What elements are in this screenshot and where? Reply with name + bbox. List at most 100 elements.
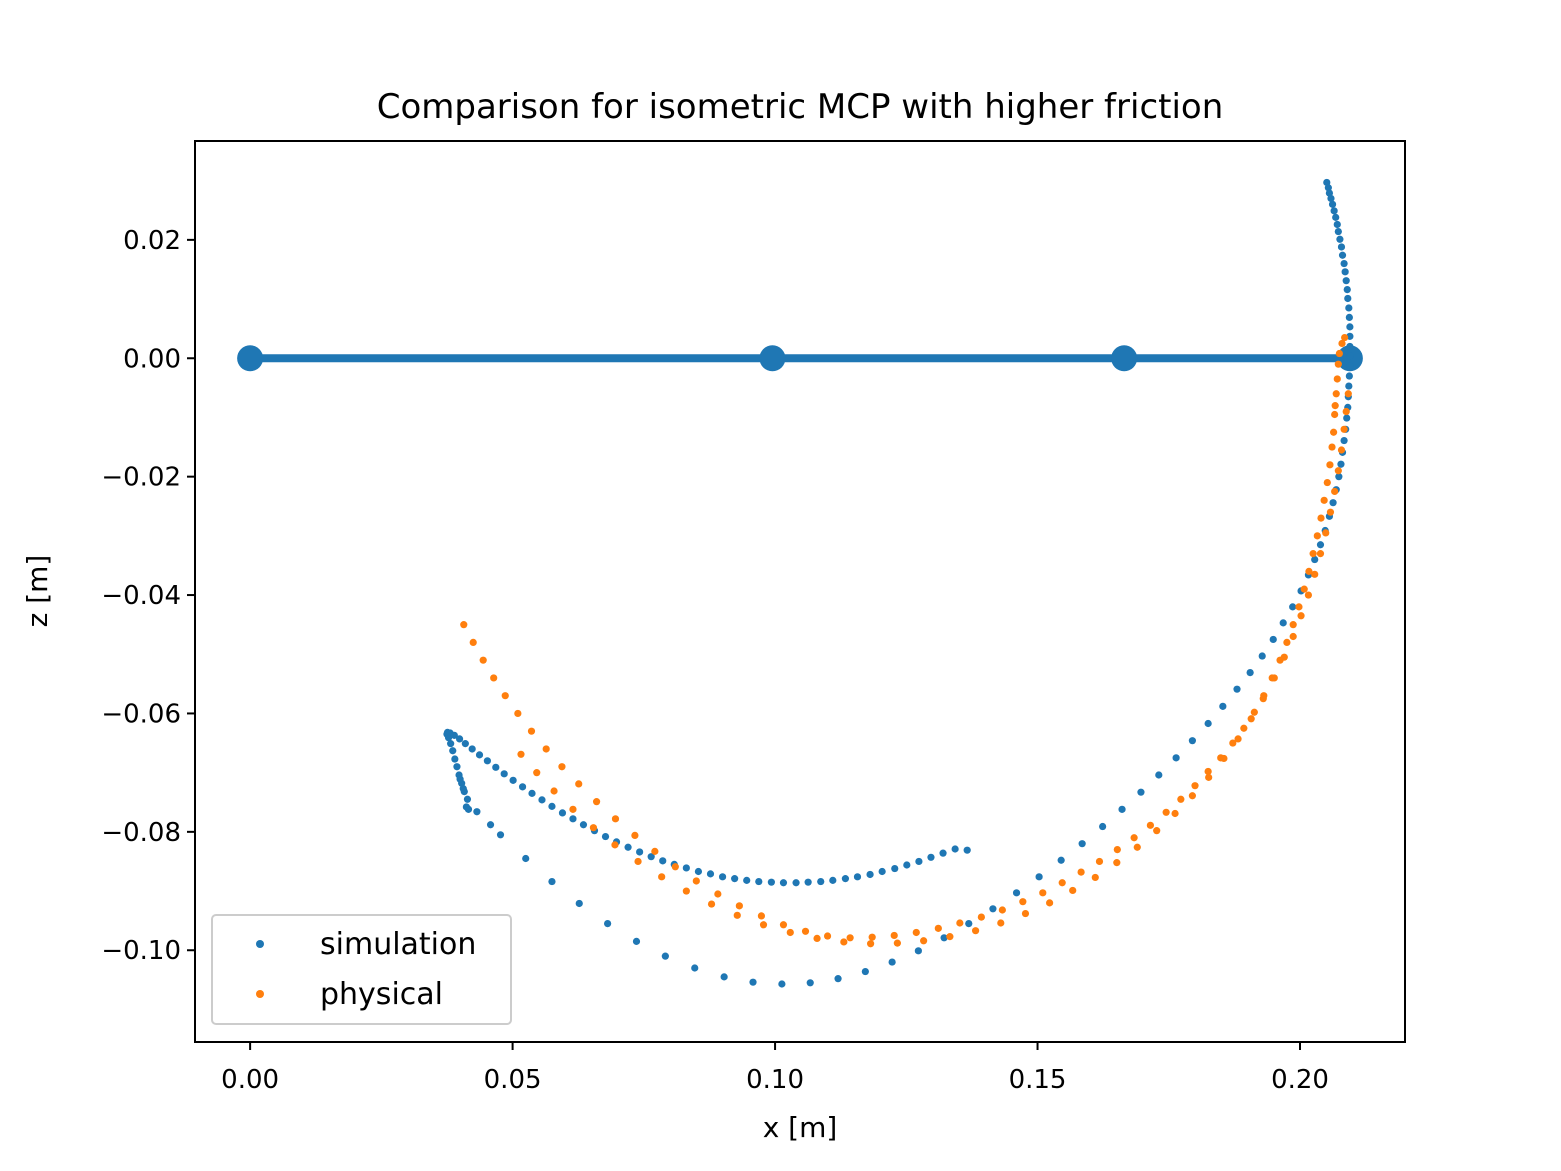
point-simulation-23 xyxy=(1346,362,1354,370)
point-physical-11 xyxy=(1323,478,1331,487)
point-physical-30 xyxy=(1177,795,1185,803)
y-tick-label-4: −0.06 xyxy=(101,699,181,729)
point-simulation-38 xyxy=(1316,541,1325,549)
point-physical-48 xyxy=(823,932,832,940)
point-simulation-136 xyxy=(927,853,935,861)
point-physical-79 xyxy=(1311,570,1319,578)
y-tick-label-6: −0.10 xyxy=(101,936,181,966)
point-simulation-51 xyxy=(1172,754,1180,762)
point-physical-95 xyxy=(1091,873,1099,882)
point-physical-115 xyxy=(589,824,598,832)
point-physical-64 xyxy=(514,709,522,718)
point-simulation-120 xyxy=(731,875,739,883)
point-simulation-69 xyxy=(749,978,757,986)
plot-area xyxy=(237,178,1363,988)
point-physical-16 xyxy=(1305,567,1313,575)
point-physical-40 xyxy=(998,906,1006,914)
point-physical-59 xyxy=(592,798,601,806)
point-simulation-4 xyxy=(1328,200,1337,208)
point-simulation-80 xyxy=(463,795,472,803)
point-physical-5 xyxy=(1332,390,1340,398)
point-simulation-5 xyxy=(1330,207,1338,215)
point-simulation-9 xyxy=(1336,235,1344,243)
x-tick-label-1: 0.05 xyxy=(484,1065,542,1095)
point-physical-47 xyxy=(846,934,854,942)
point-physical-81 xyxy=(1297,612,1305,620)
point-physical-101 xyxy=(946,933,954,941)
point-simulation-114 xyxy=(659,857,667,865)
point-simulation-134 xyxy=(903,861,911,869)
point-physical-19 xyxy=(1289,621,1297,629)
point-physical-88 xyxy=(1220,754,1228,763)
point-simulation-45 xyxy=(1258,652,1266,660)
point-simulation-138 xyxy=(951,845,959,853)
point-physical-71 xyxy=(1342,407,1350,416)
point-simulation-106 xyxy=(569,815,577,823)
point-simulation-119 xyxy=(718,873,727,881)
point-simulation-68 xyxy=(778,980,786,988)
point-physical-78 xyxy=(1316,550,1325,558)
point-physical-86 xyxy=(1247,715,1255,723)
point-physical-68 xyxy=(469,638,477,647)
point-physical-72 xyxy=(1340,425,1348,433)
point-simulation-133 xyxy=(891,864,899,873)
y-tick-label-0: 0.02 xyxy=(123,226,181,256)
legend-marker-physical xyxy=(256,990,264,998)
point-physical-70 xyxy=(1344,390,1352,398)
point-physical-42 xyxy=(956,919,964,927)
point-simulation-97 xyxy=(483,757,491,765)
point-simulation-28 xyxy=(1343,414,1351,422)
point-simulation-124 xyxy=(779,879,788,887)
legend-marker-simulation xyxy=(256,940,264,948)
x-axis-title: x [m] xyxy=(763,1111,838,1144)
finger-joint-0 xyxy=(237,345,264,372)
point-simulation-63 xyxy=(914,947,922,955)
point-physical-74 xyxy=(1334,467,1342,475)
point-simulation-32 xyxy=(1337,460,1345,468)
point-simulation-123 xyxy=(767,878,775,886)
point-simulation-52 xyxy=(1155,771,1163,779)
point-physical-46 xyxy=(868,933,876,941)
point-simulation-98 xyxy=(492,763,500,771)
point-simulation-18 xyxy=(1345,313,1353,322)
point-physical-12 xyxy=(1320,496,1328,504)
point-simulation-109 xyxy=(601,832,610,841)
point-simulation-59 xyxy=(1012,889,1021,897)
point-physical-113 xyxy=(634,857,642,866)
point-physical-83 xyxy=(1280,653,1288,661)
point-simulation-49 xyxy=(1204,719,1212,728)
point-physical-55 xyxy=(671,863,679,871)
point-physical-105 xyxy=(840,938,848,946)
point-simulation-48 xyxy=(1219,702,1227,710)
point-physical-87 xyxy=(1234,735,1242,743)
point-simulation-61 xyxy=(965,920,973,928)
point-physical-36 xyxy=(1077,868,1085,876)
point-physical-96 xyxy=(1069,886,1077,895)
point-simulation-55 xyxy=(1099,822,1107,831)
point-simulation-93 xyxy=(455,735,464,743)
point-physical-13 xyxy=(1317,514,1325,522)
chart-title: Comparison for isometric MCP with higher… xyxy=(377,87,1224,127)
point-physical-63 xyxy=(527,727,536,735)
point-physical-1 xyxy=(1338,339,1346,348)
point-simulation-86 xyxy=(449,747,457,755)
point-simulation-101 xyxy=(518,783,527,791)
point-simulation-12 xyxy=(1340,259,1348,268)
point-physical-29 xyxy=(1191,782,1199,790)
point-simulation-92 xyxy=(450,731,458,739)
point-simulation-14 xyxy=(1342,277,1350,285)
point-simulation-47 xyxy=(1233,685,1241,693)
point-simulation-25 xyxy=(1345,382,1353,390)
point-simulation-118 xyxy=(706,870,715,878)
finger-joint-2 xyxy=(1111,345,1138,372)
point-simulation-24 xyxy=(1345,372,1353,380)
point-simulation-42 xyxy=(1289,603,1297,611)
point-simulation-66 xyxy=(834,975,842,983)
point-physical-117 xyxy=(550,787,558,795)
point-physical-7 xyxy=(1331,410,1339,419)
point-simulation-70 xyxy=(720,973,728,981)
point-physical-14 xyxy=(1313,532,1321,540)
point-physical-15 xyxy=(1309,550,1317,558)
point-physical-91 xyxy=(1171,809,1179,818)
point-simulation-117 xyxy=(694,867,703,876)
